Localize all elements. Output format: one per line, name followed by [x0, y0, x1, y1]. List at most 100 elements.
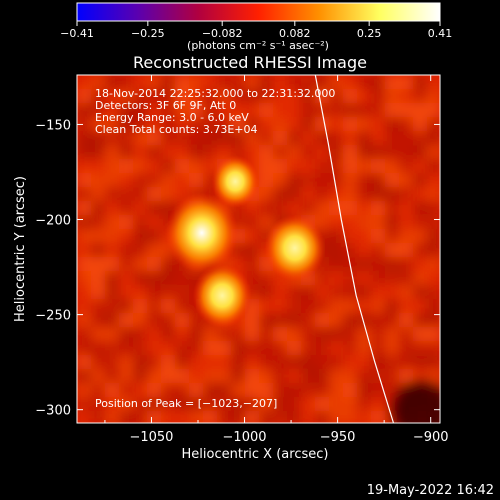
mottle-cell [413, 187, 427, 201]
mottle-cell [231, 411, 245, 423]
mottle-cell [385, 117, 399, 131]
mottle-cell [245, 383, 259, 397]
mottle-cell [287, 145, 301, 159]
mottle-cell [371, 397, 385, 411]
mottle-cell [273, 89, 287, 103]
mottle-cell [273, 411, 287, 423]
mottle-cell [77, 229, 91, 243]
mottle-cell [371, 117, 385, 131]
mottle-cell [343, 75, 357, 89]
mottle-cell [119, 187, 133, 201]
mottle-cell [287, 299, 301, 313]
mottle-cell [217, 103, 231, 117]
mottle-cell [343, 89, 357, 103]
mottle-cell [287, 397, 301, 411]
colorbar [76, 2, 441, 22]
mottle-cell [105, 215, 119, 229]
mottle-cell [147, 271, 161, 285]
mottle-cell [357, 257, 371, 271]
mottle-cell [189, 173, 203, 187]
mottle-cell [273, 313, 287, 327]
mottle-cell [357, 271, 371, 285]
mottle-cell [385, 173, 399, 187]
mottle-cell [105, 75, 119, 89]
mottle-cell [147, 383, 161, 397]
mottle-cell [301, 187, 315, 201]
mottle-cell [385, 369, 399, 383]
mottle-cell [203, 75, 217, 89]
mottle-cell [133, 383, 147, 397]
mottle-cell [161, 187, 175, 201]
mottle-cell [301, 131, 315, 145]
mottle-cell [161, 369, 175, 383]
mottle-cell [133, 271, 147, 285]
mottle-cell [119, 89, 133, 103]
mottle-cell [91, 355, 105, 369]
mottle-cell [371, 89, 385, 103]
mottle-cell [315, 187, 329, 201]
mottle-cell [133, 229, 147, 243]
mottle-cell [259, 131, 273, 145]
mottle-cell [413, 271, 427, 285]
mottle-cell [343, 355, 357, 369]
mottle-cell [273, 369, 287, 383]
mottle-cell [175, 285, 189, 299]
mottle-cell [371, 201, 385, 215]
mottle-cell [329, 341, 343, 355]
mottle-cell [231, 355, 245, 369]
mottle-cell [231, 341, 245, 355]
mottle-cell [189, 145, 203, 159]
mottle-cell [371, 369, 385, 383]
mottle-cell [231, 131, 245, 145]
mottle-cell [287, 131, 301, 145]
mottle-cell [147, 173, 161, 187]
mottle-cell [91, 201, 105, 215]
mottle-cell [413, 299, 427, 313]
mottle-cell [189, 103, 203, 117]
mottle-cell [273, 299, 287, 313]
mottle-cell [315, 271, 329, 285]
mottle-cell [217, 117, 231, 131]
mottle-cell [273, 201, 287, 215]
mottle-cell [343, 271, 357, 285]
mottle-cell [343, 229, 357, 243]
mottle-cell [357, 341, 371, 355]
mottle-cell [343, 313, 357, 327]
y-tick-label: −150 [35, 118, 71, 133]
mottle-cell [301, 341, 315, 355]
mottle-cell [259, 313, 273, 327]
mottle-cell [147, 299, 161, 313]
mottle-cell [357, 243, 371, 257]
mottle-cell [385, 243, 399, 257]
colorbar-tick-label: 0.25 [357, 27, 382, 40]
annotation-line: 18-Nov-2014 22:25:32.000 to 22:31:32.000 [95, 87, 335, 100]
mottle-cell [287, 285, 301, 299]
mottle-cell [245, 243, 259, 257]
mottle-cell [231, 369, 245, 383]
solar-limb-curve [314, 75, 395, 423]
mottle-cell [119, 243, 133, 257]
mottle-cell [357, 117, 371, 131]
mottle-cell [175, 383, 189, 397]
mottle-cell [427, 285, 440, 299]
mottle-cell [91, 341, 105, 355]
mottle-cell [189, 411, 203, 423]
mottle-cell [133, 159, 147, 173]
mottle-cell [77, 327, 91, 341]
mottle-cell [371, 271, 385, 285]
mottle-cell [147, 397, 161, 411]
colorbar-tick-label: 0.082 [279, 27, 311, 40]
mottle-cell [119, 271, 133, 285]
mottle-cell [175, 313, 189, 327]
mottle-cell [175, 355, 189, 369]
mottle-cell [287, 327, 301, 341]
mottle-cell [175, 75, 189, 89]
mottle-cell [385, 257, 399, 271]
mottle-cell [413, 243, 427, 257]
mottle-cell [91, 145, 105, 159]
flare-source [211, 155, 260, 208]
mottle-cell [77, 187, 91, 201]
mottle-cell [273, 145, 287, 159]
mottle-cell [343, 131, 357, 145]
mottle-cell [91, 187, 105, 201]
